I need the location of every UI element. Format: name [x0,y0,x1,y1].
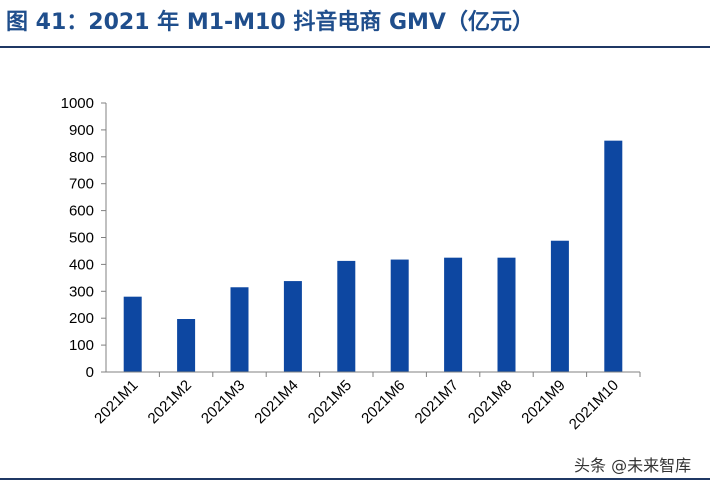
x-tick-labels: 2021M1 2021M2 2021M3 2021M4 2021M5 2021M6 2021… [91,377,622,433]
bar-2021M2 [177,319,196,372]
bar-2021M7 [444,257,463,372]
y-tick-label: 0 [86,364,94,381]
title-divider [0,46,710,48]
y-tick-label: 300 [69,283,94,300]
bottom-divider [0,478,710,480]
y-tick-label: 900 [69,122,94,139]
figure-title: 图 41：2021 年 M1-M10 抖音电商 GMV（亿元） [6,10,534,35]
bar-2021M8 [497,257,516,372]
x-tick-label: 2021M2 [145,377,195,427]
x-tick-label: 2021M6 [358,377,408,427]
bar-2021M5 [337,260,356,372]
bar-2021M10 [604,140,623,372]
x-tick-label: 2021M10 [566,377,622,433]
bar-2021M4 [283,281,302,372]
x-axis [106,371,641,377]
x-tick-label: 2021M7 [412,377,462,427]
bars [123,140,623,372]
y-axis [101,102,107,373]
x-tick-label: 2021M9 [518,377,568,427]
bar-2021M3 [230,287,249,372]
bar-2021M6 [390,259,409,372]
y-tick-label: 400 [69,256,94,273]
watermark: 头条 @未来智库 [574,456,692,475]
x-tick-label: 2021M1 [91,377,141,427]
y-tick-label: 600 [69,203,94,220]
y-tick-labels: 0 100 200 300 400 500 600 700 800 900 1000 [61,95,94,381]
y-tick-label: 500 [69,230,94,247]
x-tick-label: 2021M4 [251,377,301,427]
y-tick-label: 800 [69,149,94,166]
bar-2021M9 [550,240,569,372]
y-tick-label: 100 [69,337,94,354]
x-tick-label: 2021M3 [198,377,248,427]
x-tick-label: 2021M5 [305,377,355,427]
y-tick-label: 700 [69,176,94,193]
bar-2021M1 [123,296,142,372]
x-tick-label: 2021M8 [465,377,515,427]
y-tick-label: 1000 [61,95,94,112]
y-tick-label: 200 [69,310,94,327]
